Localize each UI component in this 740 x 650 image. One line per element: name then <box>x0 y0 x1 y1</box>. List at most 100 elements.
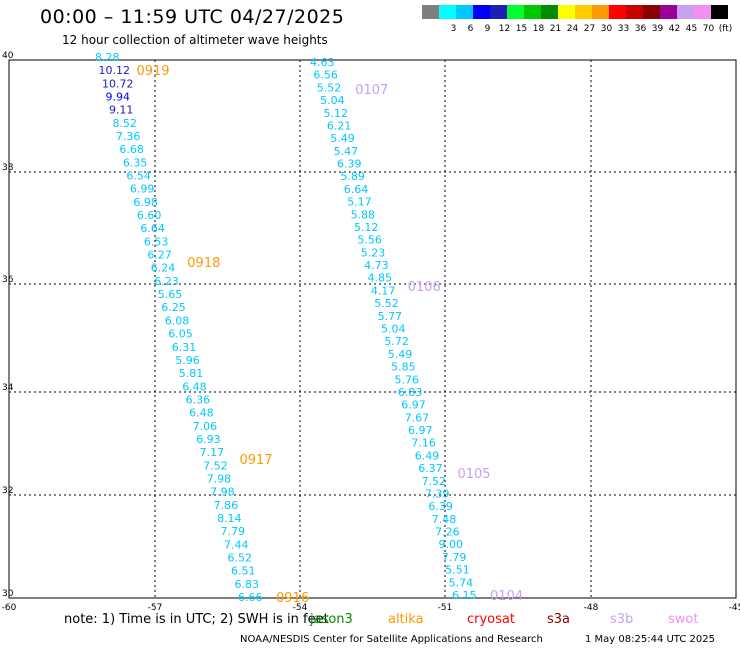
scale-label: 36 <box>634 24 647 34</box>
scale-swatch <box>575 5 592 19</box>
wave-height-value: 6.60 <box>137 209 162 222</box>
wave-height-value: 5.12 <box>354 221 379 234</box>
lon-tick-label: -45 <box>729 603 740 613</box>
wave-height-value: 9.11 <box>109 104 134 117</box>
scale-swatch <box>524 5 541 19</box>
wave-height-value: 7.52 <box>203 459 228 472</box>
lon-tick-label: -51 <box>438 603 453 613</box>
wave-height-value: 8.52 <box>112 117 137 130</box>
wave-height-value: 6.68 <box>119 143 144 156</box>
wave-height-value: 6.64 <box>140 222 165 235</box>
wave-height-value: 5.72 <box>384 335 409 348</box>
wave-height-value: 5.04 <box>381 323 406 336</box>
wave-height-value: 4.85 <box>367 272 392 285</box>
wave-height-value: 6.83 <box>398 386 423 399</box>
wave-height-value: 7.48 <box>432 513 457 526</box>
wave-height-value: 6.23 <box>154 275 179 288</box>
scale-swatch <box>541 5 558 19</box>
wave-height-value: 7.26 <box>435 526 460 539</box>
wave-height-value: 7.79 <box>442 551 467 564</box>
legend-altika: altika <box>388 612 424 627</box>
wave-height-value: 7.98 <box>207 472 232 485</box>
wave-height-value: 5.51 <box>445 564 470 577</box>
wave-height-value: 5.76 <box>395 373 420 386</box>
scale-label: 27 <box>583 24 596 34</box>
wave-height-value: 6.37 <box>418 462 443 475</box>
wave-height-value: 8.14 <box>217 512 242 525</box>
wave-height-value: 6.53 <box>144 235 169 248</box>
scale-swatch <box>439 5 456 19</box>
wave-height-value: 7.06 <box>193 420 218 433</box>
credit-line: NOAA/NESDIS Center for Satellite Applica… <box>240 634 543 645</box>
legend-swot: swot <box>668 612 699 627</box>
wave-height-value: 6.25 <box>161 301 186 314</box>
wave-height-value: 9.94 <box>105 91 129 104</box>
wave-height-value: 6.36 <box>186 393 211 406</box>
wave-height-value: 6.99 <box>130 183 155 196</box>
map-title: 00:00 – 11:59 UTC 04/27/2025 <box>40 6 345 28</box>
scale-label: 45 <box>685 24 698 34</box>
wave-height-value: 6.24 <box>151 262 176 275</box>
wave-height-value: 6.56 <box>313 69 338 82</box>
wave-height-value: 7.39 <box>425 487 450 500</box>
pass-time-label: 0107 <box>355 83 388 98</box>
wave-height-value: 6.35 <box>123 156 148 169</box>
pass-time-label: 0105 <box>457 467 490 482</box>
scale-label: 39 <box>651 24 664 34</box>
wave-height-value: 4.63 <box>310 56 335 69</box>
map-frame <box>8 59 737 599</box>
lat-tick-label: 36 <box>2 275 14 285</box>
scale-swatch <box>660 5 677 19</box>
pass-time-label: 0106 <box>408 280 441 295</box>
scale-label: 18 <box>532 24 545 34</box>
wave-height-value: 5.77 <box>378 310 403 323</box>
wave-height-value: 5.49 <box>388 348 413 361</box>
lon-tick-label: -57 <box>148 603 163 613</box>
scale-swatch <box>609 5 626 19</box>
wave-height-value: 5.52 <box>374 297 399 310</box>
wave-height-value: 6.66 <box>238 591 263 604</box>
lat-tick-label: 38 <box>2 163 14 173</box>
scale-swatch <box>473 5 490 19</box>
wave-height-value: 5.23 <box>361 246 386 259</box>
wave-height-value: 5.12 <box>324 107 349 120</box>
wave-height-value: 5.17 <box>347 196 372 209</box>
wave-height-value: 6.98 <box>133 196 158 209</box>
wave-height-value: 6.83 <box>235 578 260 591</box>
legend-s3a: s3a <box>547 612 571 627</box>
scale-swatch <box>677 5 694 19</box>
scale-label: (ft) <box>718 24 733 34</box>
pass-time-label: 0917 <box>239 453 272 468</box>
scale-label: 42 <box>668 24 681 34</box>
wave-height-value: 5.56 <box>357 234 382 247</box>
lat-tick-label: 40 <box>2 51 14 61</box>
wave-height-value: 6.39 <box>428 500 453 513</box>
wave-height-value: 7.79 <box>221 525 246 538</box>
scale-label: 3 <box>450 24 457 34</box>
wave-height-value: 5.65 <box>158 288 183 301</box>
scale-label: 70 <box>702 24 715 34</box>
pass-time-label: 0918 <box>187 256 220 271</box>
pass-time-label: 0104 <box>490 589 523 604</box>
wave-height-value: 5.88 <box>351 208 376 221</box>
wave-height-value: 5.81 <box>179 367 204 380</box>
wave-height-value: 7.16 <box>411 437 436 450</box>
wave-height-value: 10.12 <box>98 64 130 77</box>
lon-tick-label: -48 <box>584 603 599 613</box>
wave-height-value: 6.64 <box>344 183 369 196</box>
scale-swatch <box>626 5 643 19</box>
lon-tick-label: -54 <box>293 603 308 613</box>
scale-swatch <box>507 5 524 19</box>
wave-height-value: 7.44 <box>224 538 249 551</box>
wave-height-value: 6.27 <box>147 249 172 262</box>
wave-height-value: 5.74 <box>449 576 474 589</box>
wave-height-value: 7.52 <box>422 475 447 488</box>
scale-label: 12 <box>498 24 511 34</box>
wave-height-value: 6.48 <box>182 380 207 393</box>
scale-label: 24 <box>566 24 579 34</box>
scale-label: 9 <box>484 24 491 34</box>
pass-time-label: 0916 <box>276 591 309 606</box>
wave-height-value: 5.47 <box>334 145 359 158</box>
wave-height-value: 9.00 <box>438 538 463 551</box>
scale-label: 33 <box>617 24 630 34</box>
